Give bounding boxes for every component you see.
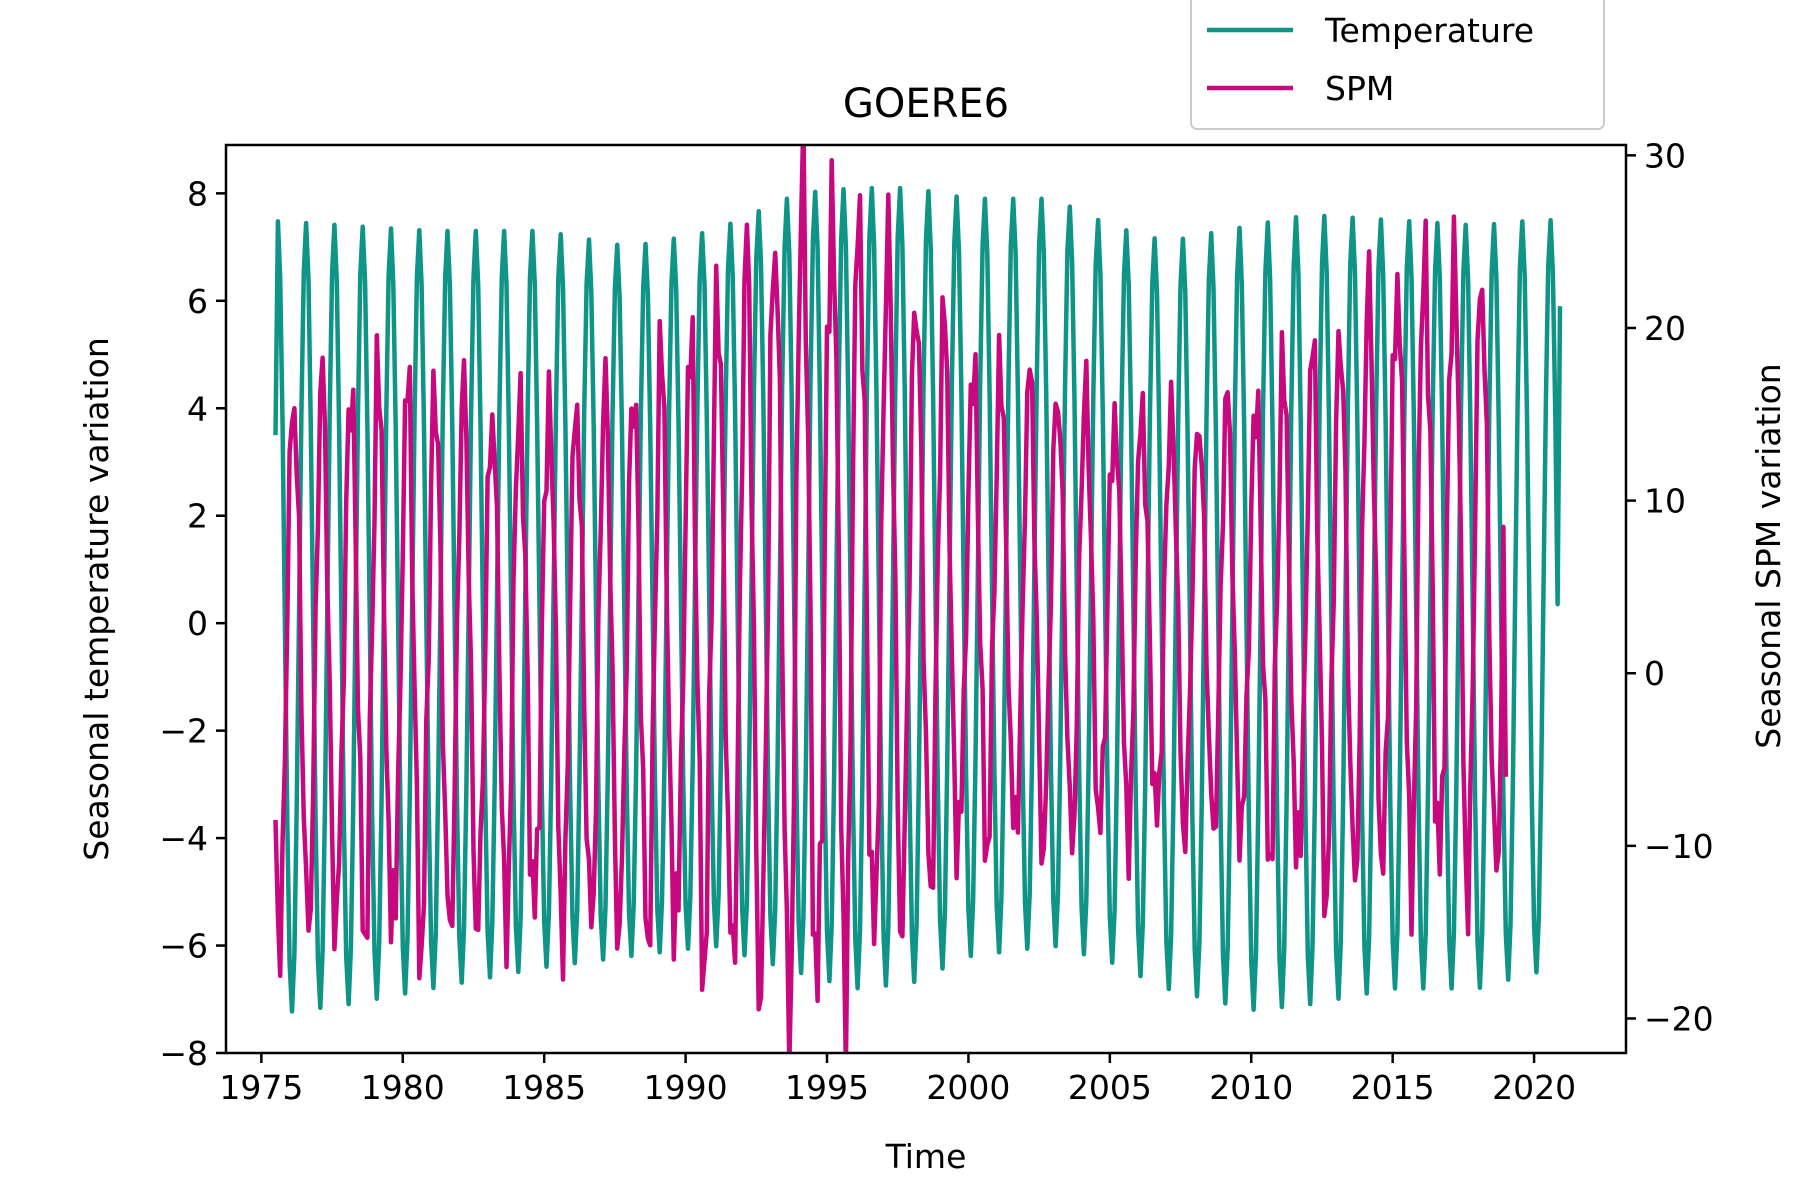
series-line-spm bbox=[273, 145, 1509, 1053]
y-left-tick-label: −8 bbox=[159, 1034, 208, 1073]
legend-label-spm: SPM bbox=[1325, 69, 1394, 108]
y-left-tick-label: 0 bbox=[187, 604, 208, 643]
plot-frame bbox=[224, 143, 1628, 1055]
y-right-tick-label: 20 bbox=[1644, 309, 1686, 348]
y-right-tick-label: 10 bbox=[1644, 482, 1686, 521]
y-right-tick-label: 0 bbox=[1644, 654, 1665, 693]
y-right-tick-label: 30 bbox=[1644, 136, 1686, 175]
y-left-tick-label: −4 bbox=[159, 819, 208, 858]
legend-box bbox=[1190, 0, 1605, 130]
chart-title: GOERE6 bbox=[843, 81, 1009, 127]
y-left-tick-label: 2 bbox=[187, 497, 208, 536]
x-tick-label: 1975 bbox=[219, 1068, 303, 1107]
x-tick-label: 2015 bbox=[1351, 1068, 1435, 1107]
y-left-tick-label: 8 bbox=[187, 174, 208, 213]
x-axis: 1975 1980 1985 1990 1995 2000 2005 2010 2015 2020 bbox=[219, 1053, 1576, 1107]
x-tick-label: 2010 bbox=[1209, 1068, 1293, 1107]
y-axis-right: −20 −10 0 10 20 30 bbox=[1626, 136, 1714, 1038]
x-axis-label: Time bbox=[885, 1137, 967, 1176]
y-left-tick-label: 4 bbox=[187, 389, 208, 428]
y-axis-left-label: Seasonal temperature variation bbox=[77, 337, 116, 861]
y-left-tick-label: −2 bbox=[159, 712, 208, 751]
x-tick-label: 2000 bbox=[926, 1068, 1010, 1107]
y-right-tick-label: −10 bbox=[1644, 827, 1714, 866]
x-tick-label: 1985 bbox=[502, 1068, 586, 1107]
x-tick-label: 2005 bbox=[1068, 1068, 1152, 1107]
y-left-tick-label: 6 bbox=[187, 282, 208, 321]
y-right-tick-label: −20 bbox=[1644, 999, 1714, 1038]
y-left-tick-label: −6 bbox=[159, 927, 208, 966]
x-tick-label: 1980 bbox=[361, 1068, 445, 1107]
y-axis-right-label: Seasonal SPM variation bbox=[1749, 363, 1788, 748]
x-tick-label: 1990 bbox=[644, 1068, 728, 1107]
y-axis-left: −8 −6 −4 −2 0 2 4 6 8 bbox=[159, 174, 226, 1073]
legend: Temperature SPM bbox=[1190, 0, 1605, 130]
x-tick-label: 2020 bbox=[1492, 1068, 1576, 1107]
x-tick-label: 1995 bbox=[785, 1068, 869, 1107]
legend-label-temperature: Temperature bbox=[1324, 11, 1534, 50]
